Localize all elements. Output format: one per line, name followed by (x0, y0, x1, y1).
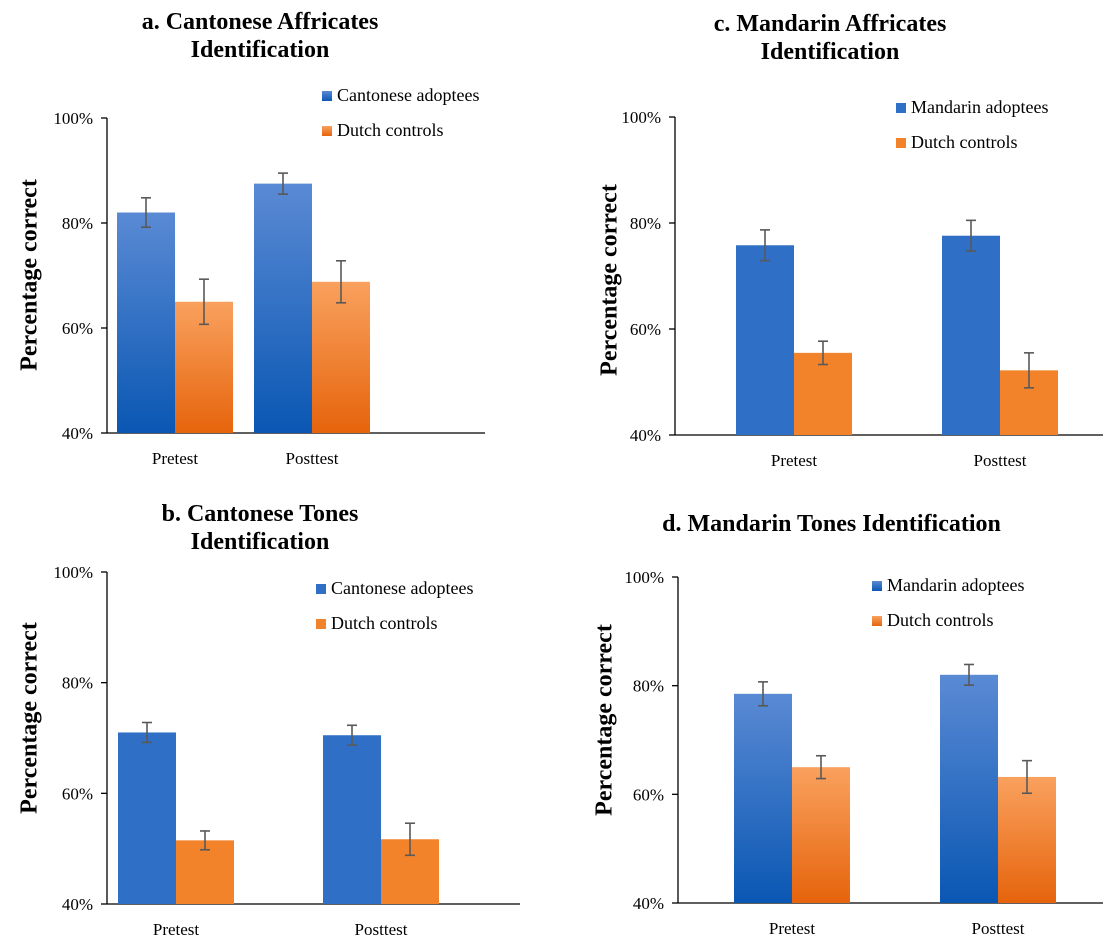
bar-controls-pretest (176, 840, 234, 904)
chart-plot: 40% 60% 80% 100% Pretest Posttest Cantonese ad… (53, 563, 520, 939)
chart-title-line2: Identification (760, 39, 900, 65)
bar-adoptees-pretest (117, 212, 175, 433)
legend-swatch (316, 584, 326, 594)
bar-controls-posttest (998, 776, 1056, 903)
y-tick-label: 40% (630, 426, 661, 445)
legend-label: Cantonese adoptees (337, 85, 479, 105)
y-tick-label: 80% (62, 214, 93, 233)
error-bar (200, 830, 210, 851)
bar-adoptees-posttest (254, 183, 312, 433)
legend-swatch (896, 138, 906, 148)
chart-panel-d: d. Mandarin Tones Identification Percent… (560, 470, 1103, 939)
bar-adoptees-posttest (942, 235, 1000, 435)
legend-swatch (872, 581, 882, 591)
legend-label: Cantonese adoptees (331, 578, 473, 598)
legend-label: Mandarin adoptees (887, 575, 1024, 595)
y-tick-label: 60% (62, 319, 93, 338)
legend-label: Dutch controls (911, 132, 1017, 152)
error-bar (966, 219, 976, 252)
error-bar (1022, 759, 1032, 795)
chart-plot: 40% 60% 80% 100% Pretest Posttest Mandarin ado… (624, 568, 1103, 938)
chart-title-line2: Identification (190, 529, 330, 555)
legend-label: Mandarin adoptees (911, 97, 1048, 117)
x-tick-label: Posttest (286, 449, 339, 468)
x-tick-label: Posttest (974, 451, 1027, 470)
chart-title-line2: Identification (190, 37, 330, 63)
legend-label: Dutch controls (337, 120, 443, 140)
y-tick-label: 80% (633, 677, 664, 696)
y-tick-label: 60% (62, 784, 93, 803)
x-tick-label: Posttest (355, 920, 408, 939)
y-tick-label: 100% (53, 563, 93, 582)
error-bar (142, 721, 152, 744)
bar-adoptees-posttest (323, 735, 381, 904)
chart-panel-a: a. Cantonese Affricates Identification P… (0, 0, 520, 470)
error-bar (964, 663, 974, 686)
x-tick-label: Pretest (771, 451, 818, 470)
y-tick-label: 60% (630, 320, 661, 339)
y-tick-label: 100% (621, 108, 661, 127)
chart-title: b. Cantonese Tones Identification (20, 500, 500, 556)
chart-plot: 40% 60% 80% 100% Pretest Posttest Mandarin ado… (621, 97, 1103, 470)
y-tick-label: 100% (624, 568, 664, 587)
legend-swatch (316, 619, 326, 629)
error-bar (1024, 352, 1034, 389)
bar-adoptees-pretest (736, 245, 794, 435)
chart-title: a. Cantonese Affricates Identification (20, 8, 500, 64)
y-tick-label: 80% (62, 674, 93, 693)
error-bar (818, 340, 828, 366)
legend-label: Dutch controls (887, 610, 993, 630)
error-bar (278, 172, 288, 195)
chart-title: d. Mandarin Tones Identification (560, 510, 1103, 538)
y-tick-label: 40% (62, 895, 93, 914)
bar-controls-posttest (312, 281, 370, 433)
x-tick-label: Pretest (153, 920, 200, 939)
y-tick-label: 100% (53, 109, 93, 128)
y-tick-label: 40% (62, 424, 93, 443)
bar-adoptees-pretest (734, 693, 792, 903)
bar-adoptees-posttest (940, 674, 998, 903)
legend-swatch (896, 103, 906, 113)
legend-swatch (322, 126, 332, 136)
error-bar (141, 197, 151, 228)
y-tick-label: 60% (633, 785, 664, 804)
chart-title-line1: c. Mandarin Affricates (713, 11, 947, 37)
bar-controls-pretest (792, 767, 850, 903)
y-tick-label: 40% (633, 894, 664, 913)
chart-panel-b: b. Cantonese Tones Identification Percen… (0, 470, 520, 939)
error-bar (405, 822, 415, 857)
legend-label: Dutch controls (331, 613, 437, 633)
x-tick-label: Pretest (152, 449, 199, 468)
y-tick-label: 80% (630, 214, 661, 233)
error-bar (347, 724, 357, 746)
error-bar (760, 229, 770, 262)
chart-title: c. Mandarin Affricates Identification (590, 10, 1070, 66)
x-tick-label: Posttest (972, 919, 1025, 938)
chart-title-line1: b. Cantonese Tones (161, 501, 359, 527)
bar-adoptees-pretest (118, 732, 176, 904)
error-bar (336, 259, 346, 304)
error-bar (816, 754, 826, 780)
legend-swatch (322, 91, 332, 101)
chart-title-line1: a. Cantonese Affricates (141, 9, 379, 35)
x-tick-label: Pretest (769, 919, 816, 938)
bar-controls-pretest (794, 352, 852, 435)
error-bar (199, 278, 209, 326)
chart-panel-c: c. Mandarin Affricates Identification Pe… (560, 0, 1103, 470)
legend-swatch (872, 616, 882, 626)
chart-plot: 40% 60% 80% 100% Pretest Posttest Cantonese ad… (53, 85, 485, 468)
chart-title-line1: d. Mandarin Tones Identification (662, 511, 1001, 537)
error-bar (758, 681, 768, 707)
